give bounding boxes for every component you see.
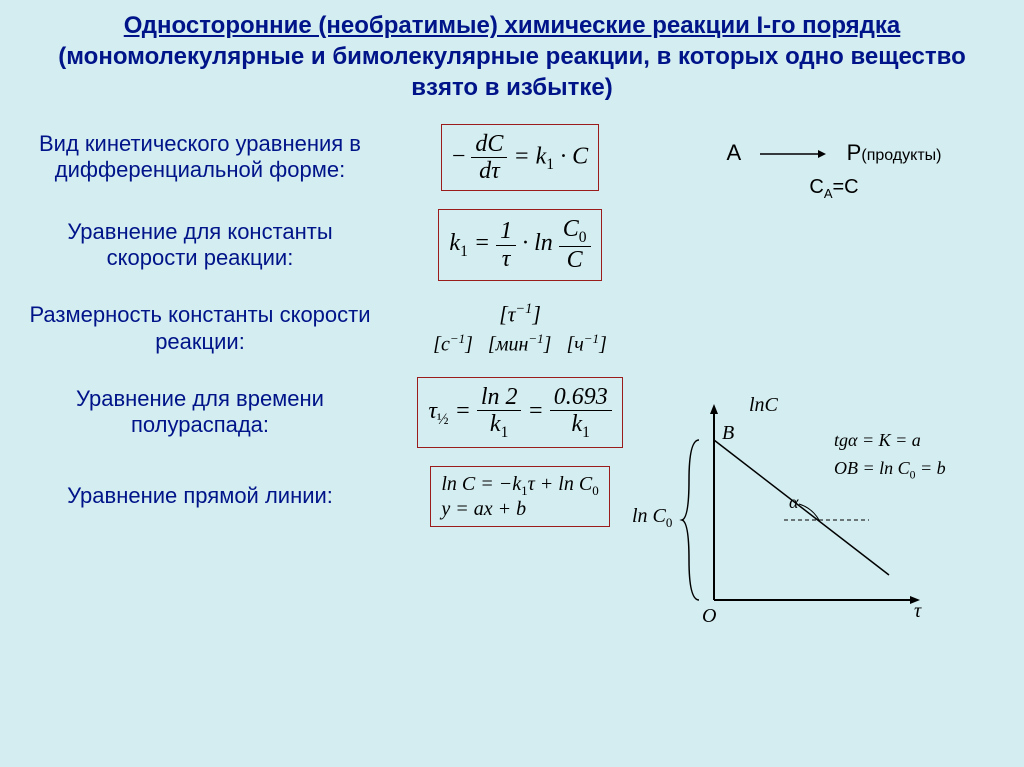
label-2: Уравнение для константы скорости реакции…: [20, 219, 390, 272]
row-rate-constant: Уравнение для константы скорости реакции…: [20, 209, 1004, 280]
ca-eq: CA=C: [684, 176, 984, 201]
formula-3-wrap: [τ−1] [c−1] [мин−1] [ч−1]: [390, 301, 650, 357]
formula-5: ln C = −k1τ + ln C0 y = ax + b: [430, 466, 609, 527]
title-line2: (мономолекулярные и бимолекулярные реакц…: [58, 43, 966, 101]
label-3: Размерность константы скорости реакции:: [20, 302, 390, 355]
lnC0-label: ln C0: [632, 505, 682, 531]
formula-5-wrap: ln C = −k1τ + ln C0 y = ax + b: [390, 466, 650, 527]
label-4: Уравнение для времени полураспада:: [20, 386, 390, 439]
graph-eq2: OB = ln C0 = b: [834, 458, 946, 482]
arrow-icon: [758, 147, 828, 161]
formula-4-wrap: τ½ = ln 2k1 = 0.693k1: [390, 377, 650, 448]
graph: lnC B ln C0 O τ α tgα = K = a OB = ln C0…: [654, 400, 994, 700]
title-line1: Односторонние (необратимые) химические р…: [124, 12, 901, 39]
reaction-scheme: A P(продукты) CA=C: [684, 140, 984, 201]
slide-title: Односторонние (необратимые) химические р…: [0, 0, 1024, 104]
xlabel: τ: [914, 600, 921, 623]
O-label: O: [702, 605, 716, 628]
alpha-label: α: [789, 492, 798, 513]
reaction-line: A P(продукты): [684, 140, 984, 166]
label-5: Уравнение прямой линии:: [20, 483, 390, 509]
formula-1-wrap: − dCdτ = k1 · C: [390, 124, 650, 192]
formula-1: − dCdτ = k1 · C: [441, 124, 599, 192]
formula-4: τ½ = ln 2k1 = 0.693k1: [417, 377, 622, 448]
ylabel: lnC: [749, 394, 778, 417]
units-row: [c−1] [мин−1] [ч−1]: [390, 331, 650, 357]
row-dimension: Размерность константы скорости реакции: …: [20, 299, 1004, 359]
unit-tau: [τ−1]: [390, 301, 650, 327]
B-label: B: [722, 422, 734, 445]
formula-2-wrap: k1 = 1τ · ln C0C: [390, 209, 650, 280]
formula-2: k1 = 1τ · ln C0C: [438, 209, 601, 280]
label-1: Вид кинетического уравнения в дифференци…: [20, 131, 390, 184]
graph-eq1: tgα = K = a: [834, 430, 921, 451]
